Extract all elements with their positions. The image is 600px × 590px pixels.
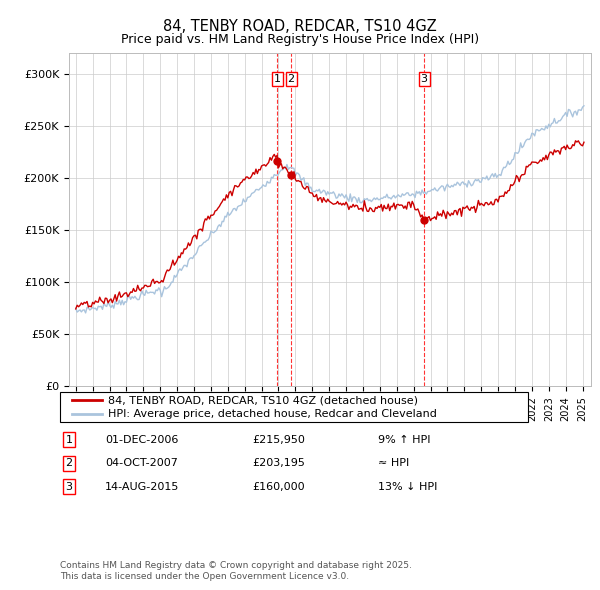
Text: 14-AUG-2015: 14-AUG-2015	[105, 482, 179, 491]
Text: ≈ HPI: ≈ HPI	[378, 458, 409, 468]
Text: Price paid vs. HM Land Registry's House Price Index (HPI): Price paid vs. HM Land Registry's House …	[121, 33, 479, 46]
Text: 2: 2	[287, 74, 295, 84]
Text: 1: 1	[274, 74, 281, 84]
Text: £215,950: £215,950	[252, 435, 305, 444]
Text: Contains HM Land Registry data © Crown copyright and database right 2025.
This d: Contains HM Land Registry data © Crown c…	[60, 562, 412, 581]
Text: 9% ↑ HPI: 9% ↑ HPI	[378, 435, 431, 444]
Text: £203,195: £203,195	[252, 458, 305, 468]
Text: 84, TENBY ROAD, REDCAR, TS10 4GZ: 84, TENBY ROAD, REDCAR, TS10 4GZ	[163, 19, 437, 34]
Text: 01-DEC-2006: 01-DEC-2006	[105, 435, 178, 444]
Text: 3: 3	[421, 74, 428, 84]
Text: HPI: Average price, detached house, Redcar and Cleveland: HPI: Average price, detached house, Redc…	[108, 409, 437, 419]
Text: 84, TENBY ROAD, REDCAR, TS10 4GZ (detached house): 84, TENBY ROAD, REDCAR, TS10 4GZ (detach…	[108, 395, 418, 405]
Text: 04-OCT-2007: 04-OCT-2007	[105, 458, 178, 468]
Text: 13% ↓ HPI: 13% ↓ HPI	[378, 482, 437, 491]
Text: 1: 1	[65, 435, 73, 444]
Text: £160,000: £160,000	[252, 482, 305, 491]
Text: 3: 3	[65, 482, 73, 491]
Text: 2: 2	[65, 458, 73, 468]
